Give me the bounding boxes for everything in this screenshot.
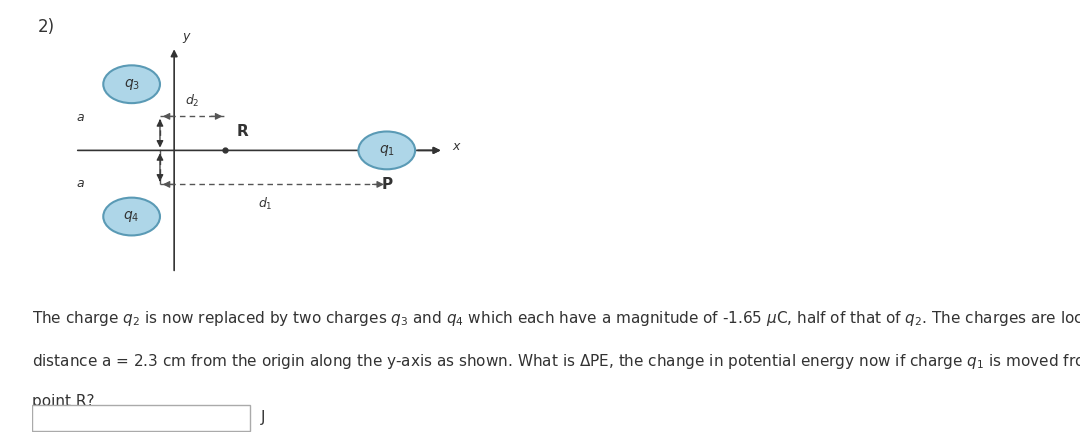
Text: a: a — [77, 111, 84, 124]
Text: x: x — [453, 140, 459, 153]
Text: $q_1$: $q_1$ — [379, 143, 395, 158]
Circle shape — [359, 131, 415, 169]
Circle shape — [104, 197, 160, 235]
Text: $d_1$: $d_1$ — [257, 196, 272, 212]
Circle shape — [104, 65, 160, 103]
Text: $q_4$: $q_4$ — [123, 209, 139, 224]
Text: point R?: point R? — [32, 394, 95, 410]
Text: The charge $q_2$ is now replaced by two charges $q_3$ and $q_4$ which each have : The charge $q_2$ is now replaced by two … — [32, 309, 1080, 328]
Text: P: P — [381, 177, 392, 192]
Text: y: y — [183, 30, 190, 43]
Text: $d_2$: $d_2$ — [186, 93, 200, 109]
Text: R: R — [237, 124, 248, 139]
Text: J: J — [260, 410, 265, 425]
Text: a: a — [77, 177, 84, 190]
Text: distance a = 2.3 cm from the origin along the y-axis as shown. What is $\Delta$P: distance a = 2.3 cm from the origin alon… — [32, 352, 1080, 371]
Text: 2): 2) — [38, 18, 55, 36]
Text: $q_3$: $q_3$ — [123, 77, 139, 92]
FancyBboxPatch shape — [32, 405, 251, 431]
